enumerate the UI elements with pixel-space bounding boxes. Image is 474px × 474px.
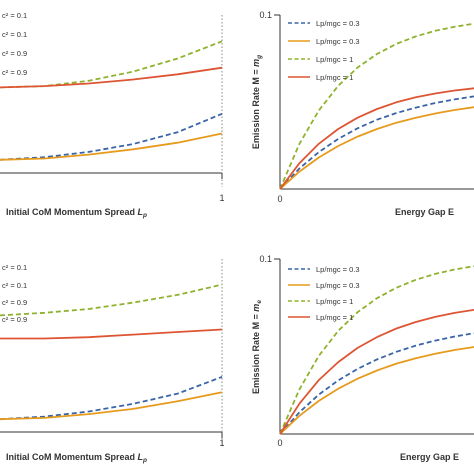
series-line-1-blue [279,95,474,190]
legend-top-left: c² = 0.1 c² = 0.1 c² = 0.9 c² = 0.9 [2,11,27,77]
x-axis-title-bottom-right: Energy Gap E [400,452,459,462]
series-line-2-orange [0,132,223,161]
legend-entry-3: Lp/mgc = 1 [316,55,353,64]
series-line-4-red [0,328,223,340]
legend-bottom-left: c² = 0.1 c² = 0.1 c² = 0.9 c² = 0.9 [2,263,27,324]
legend-entry-1: Lp/mgc = 0.3 [316,19,360,28]
legend-entry-3: c² = 0.9 [2,298,27,307]
series-line-4-red [279,309,474,435]
series-line-3-green [0,40,223,89]
legend-entry-4: c² = 0.9 [2,68,27,77]
x-tick-label-bottom-right: 0 [277,438,282,448]
series-line-4-red [279,87,474,190]
y-axis-title-top-right: Emission Rate M = mg [251,55,263,149]
x-tick-label-top-right: 0 [277,194,282,204]
series-group-bottom-right [279,265,474,435]
legend-entry-2: Lp/mgc = 0.3 [316,281,360,290]
panel-top-right: 0.1 0 Emission Rate M = mg Energy Gap E … [251,10,474,217]
x-tick-label-bottom-left: 1 [219,438,224,448]
series-line-2-orange [279,346,474,435]
series-line-2-orange [279,106,474,190]
series-line-4-red [0,66,223,89]
legend-top-right: Lp/mgc = 0.3 Lp/mgc = 0.3 Lp/mgc = 1 Lp/… [288,19,360,82]
legend-entry-1: c² = 0.1 [2,263,27,272]
plot-area-top-left: 1 Initial CoM Momentum Spread Lp [0,15,225,219]
series-group-top-right [279,22,474,190]
x-axis-title-bottom-left: Initial CoM Momentum Spread Lp [6,452,147,464]
series-line-1-blue [0,376,223,421]
series-line-3-green [0,283,223,317]
legend-entry-1: c² = 0.1 [2,11,27,20]
legend-entry-1: Lp/mgc = 0.3 [316,265,360,274]
series-line-1-blue [0,112,223,161]
series-group-top-left [0,40,223,161]
legend-entry-3: c² = 0.9 [2,49,27,58]
y-tick-label-bottom-right: 0.1 [259,254,272,264]
y-tick-label-top-right: 0.1 [259,10,272,20]
x-axis-title-top-right: Energy Gap E [395,207,454,217]
legend-entry-2: c² = 0.1 [2,30,27,39]
panel-top-left: 1 Initial CoM Momentum Spread Lp c² = 0.… [0,11,225,219]
series-group-bottom-left [0,283,223,421]
x-axis-title-top-left: Initial CoM Momentum Spread Lp [6,207,147,219]
series-line-2-orange [0,391,223,421]
series-line-1-blue [279,332,474,435]
legend-entry-3: Lp/mgc = 1 [316,297,353,306]
panel-bottom-left: 1 Initial CoM Momentum Spread Lp c² = 0.… [0,259,225,464]
legend-entry-2: c² = 0.1 [2,281,27,290]
legend-entry-4: Lp/mgc = 1 [316,313,353,322]
series-line-3-green [279,22,474,190]
legend-bottom-right: Lp/mgc = 0.3 Lp/mgc = 0.3 Lp/mgc = 1 Lp/… [288,265,360,322]
legend-entry-2: Lp/mgc = 0.3 [316,37,360,46]
series-line-3-green [279,265,474,435]
legend-entry-4: c² = 0.9 [2,315,27,324]
y-axis-title-bottom-right: Emission Rate M = me [251,300,263,394]
panel-bottom-right: 0.1 0 Emission Rate M = me Energy Gap E … [251,254,474,462]
x-tick-label-top-left: 1 [219,193,224,203]
legend-entry-4: Lp/mgc = 1 [316,73,353,82]
